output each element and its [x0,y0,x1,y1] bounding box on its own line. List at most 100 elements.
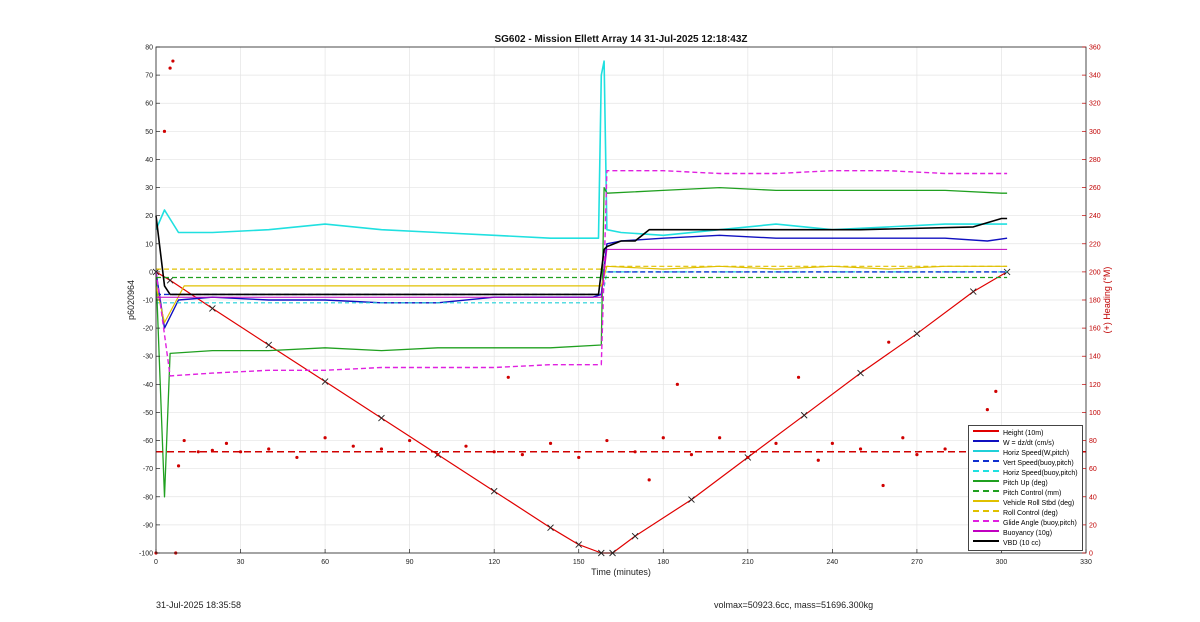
x-tick-label: 150 [573,559,585,566]
y2-tick-label: 360 [1089,45,1101,52]
heading-point [689,453,694,457]
y-tick-label: -50 [143,410,153,417]
x-tick-label: 180 [657,559,669,566]
series-line-horiz-speed-w-pitch [156,271,1008,304]
legend-swatch [973,500,999,510]
heading-point [816,458,820,462]
y2-tick-label: 260 [1089,185,1101,192]
height-marker [631,532,639,540]
series-layer [152,59,1086,557]
series-vbd-10-cc [155,215,1008,296]
heading-point [661,436,665,440]
y-axis-ticks: -100-90-80-70-60-50-40-30-20-10010203040… [139,45,160,558]
height-marker [857,369,864,377]
y-tick-label: -30 [143,354,153,361]
heading-point [718,436,722,440]
legend-swatch [973,440,999,450]
legend-swatch [973,520,999,530]
y2-tick-label: 100 [1089,410,1101,417]
y2-tick-label: 120 [1089,382,1101,389]
series-line-vehicle-roll-stbd-deg [155,265,1008,324]
y2-tick-label: 340 [1089,73,1101,80]
x-tick-label: 30 [237,559,245,566]
chart-legend: Height (10m) W = dz/dt (cm/s) Horiz Speed(… [968,425,1083,551]
y-axis-label: p6020964 [126,280,136,320]
y-tick-label: 80 [145,45,153,52]
legend-label: Vert Speed(buoy,pitch) [1003,459,1074,467]
series-height-10m [152,268,1011,557]
heading-point [168,66,172,70]
legend-item: Buoyancy (10g) [973,528,1078,538]
y2-tick-label: 280 [1089,157,1101,164]
heading-point [323,436,327,440]
heading-point [436,453,440,457]
height-marker [575,541,583,548]
heading-point [985,408,989,412]
heading-point [520,453,524,457]
y2-tick-label: 20 [1089,522,1097,529]
legend-swatch [973,460,999,470]
y-tick-label: 70 [145,73,153,80]
legend-item: Horiz Speed(W,pitch) [973,448,1078,458]
legend-swatch [973,470,999,480]
series-horiz-speed-buoy-pitch [155,60,1008,239]
heading-point [162,129,167,133]
chart-title: SG602 - Mission Ellett Array 14 31-Jul-2… [494,34,747,45]
series-buoyancy-10g [156,248,1008,298]
heading-point [887,340,891,344]
legend-label: Height (10m) [1003,429,1044,437]
y-tick-label: 60 [145,101,153,108]
y-tick-label: -70 [143,466,153,473]
heading-point [182,438,186,443]
x-tick-label: 300 [996,559,1008,566]
series-vehicle-roll-stbd-deg [155,265,1008,324]
series-line-vbd-10-cc [155,215,1008,296]
series-line-buoyancy-10g [156,248,1008,298]
heading-point [548,441,553,445]
height-marker [321,378,329,385]
heading-point [774,441,778,445]
height-marker [265,341,273,349]
footer-stats: volmax=50923.6cc, mass=51696.300kg [714,600,874,610]
x-tick-label: 270 [911,559,923,566]
legend-item: Glide Angle (buoy,pitch) [973,518,1078,528]
series-line-glide-angle-buoy-pitch [155,169,1008,377]
series-heading [154,59,1009,555]
series-line-height-10m [155,271,1008,554]
height-marker [969,288,977,295]
y-tick-label: 0 [149,269,153,276]
heading-point [796,375,801,379]
series-line-pitch-up-deg [155,186,1008,498]
heading-point [915,453,919,457]
legend-item: Vehicle Roll Stbd (deg) [973,498,1078,508]
x-axis-ticks: 0 30 60 90 120 150 180 210 240 270 300 330 [154,549,1092,566]
heading-point [351,444,355,448]
heading-point [746,455,750,460]
series-line-w-dz-dt-cm-s [155,234,1008,329]
legend-item: W = dz/dt (cm/s) [973,438,1078,448]
heading-point [943,447,947,451]
x-tick-label: 60 [321,559,329,566]
series-vert-speed-buoy-pitch [156,271,1008,296]
heading-point [176,464,181,468]
legend-swatch [973,450,999,460]
y2-axis-ticks: 0 20 40 60 80 100 120 140 160 180 200 220 240 260 280 3… [1082,45,1101,558]
legend-label: Buoyancy (10g) [1003,529,1053,537]
series-pitch-up-deg [155,186,1008,498]
y2-tick-label: 300 [1089,129,1101,136]
heading-point [901,436,905,440]
heading-point [994,389,998,393]
footer-timestamp: 31-Jul-2025 18:35:58 [156,600,242,610]
legend-swatch [973,510,999,520]
legend-label: Horiz Speed(buoy,pitch) [1003,469,1078,477]
legend-label: Horiz Speed(W,pitch) [1003,449,1070,457]
height-marker [209,305,216,312]
y-tick-label: -100 [139,551,153,558]
heading-point [408,438,412,443]
legend-swatch [973,480,999,490]
y2-tick-label: 40 [1089,494,1097,501]
legend-swatch [973,540,999,550]
y2-tick-label: 320 [1089,101,1101,108]
y2-tick-label: 60 [1089,466,1097,473]
